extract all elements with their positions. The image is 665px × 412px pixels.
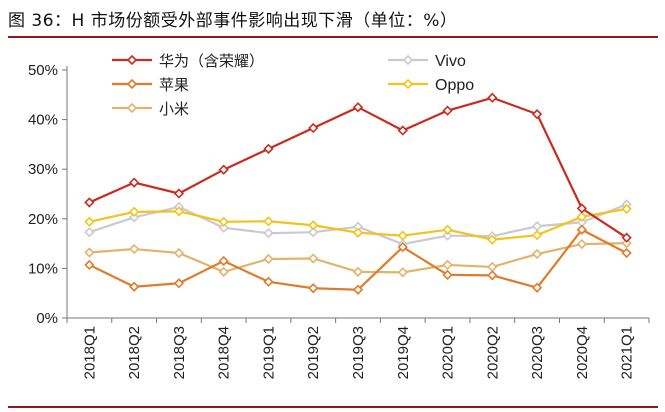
data-point xyxy=(442,105,453,116)
y-tick-label: 30% xyxy=(28,161,58,178)
data-point xyxy=(487,270,498,281)
data-point xyxy=(531,109,543,120)
data-point xyxy=(352,102,364,113)
x-tick-label: 2019Q3 xyxy=(350,326,367,379)
x-tick-label: 2019Q2 xyxy=(305,326,322,379)
data-point xyxy=(397,241,408,253)
x-tick-label: 2018Q1 xyxy=(81,326,98,379)
data-point xyxy=(263,253,274,265)
data-point xyxy=(173,188,185,199)
data-point xyxy=(218,222,229,233)
data-point xyxy=(576,203,587,214)
data-point xyxy=(531,282,543,293)
data-point xyxy=(129,243,140,255)
data-point xyxy=(173,278,185,289)
data-point xyxy=(621,237,632,249)
x-tick-label: 2019Q1 xyxy=(260,326,277,379)
y-tick-label: 50% xyxy=(28,62,58,79)
data-point xyxy=(442,269,453,280)
data-point xyxy=(84,197,95,208)
data-point xyxy=(308,227,319,238)
data-point xyxy=(218,216,229,227)
x-tick-label: 2020Q4 xyxy=(574,326,591,379)
legend-marker xyxy=(126,78,138,90)
data-point xyxy=(129,177,140,188)
chart-title: 图 36：H 市场份额受外部事件影响出现下滑（单位：%） xyxy=(8,11,458,31)
data-point xyxy=(442,230,453,241)
data-point xyxy=(129,206,140,217)
data-point xyxy=(576,211,587,222)
data-point xyxy=(173,206,185,217)
x-tick-label: 2021Q1 xyxy=(619,326,636,379)
data-point xyxy=(487,234,498,245)
legend-label: 小米 xyxy=(159,100,189,118)
x-tick-label: 2019Q4 xyxy=(395,326,412,379)
legend-item: 华为（含荣耀） xyxy=(112,52,264,70)
y-tick-label: 10% xyxy=(28,260,58,277)
data-point xyxy=(263,216,274,227)
data-point xyxy=(397,267,408,278)
data-point xyxy=(621,203,632,215)
legend-label: 苹果 xyxy=(159,76,189,94)
legend-label: 华为（含荣耀） xyxy=(159,52,264,70)
data-point xyxy=(352,266,364,278)
data-point xyxy=(397,230,408,241)
data-point xyxy=(531,221,543,232)
x-tick-label: 2018Q4 xyxy=(216,326,233,379)
series-line xyxy=(88,228,628,291)
data-point xyxy=(442,224,453,235)
x-tick-label: 2020Q1 xyxy=(440,326,457,379)
series-line xyxy=(88,96,628,239)
data-point xyxy=(487,261,498,273)
data-point xyxy=(308,283,319,294)
legend-item: 小米 xyxy=(112,100,189,118)
data-point xyxy=(218,164,229,175)
legend-label: Oppo xyxy=(435,77,474,94)
legend-item: Oppo xyxy=(388,77,474,94)
data-point xyxy=(352,227,364,238)
data-point xyxy=(84,216,95,227)
x-tick-label: 2018Q2 xyxy=(126,326,143,379)
y-tick-label: 0% xyxy=(36,310,58,327)
legend-item: 苹果 xyxy=(112,76,189,94)
data-point xyxy=(576,224,587,235)
data-point xyxy=(129,281,140,292)
data-point xyxy=(531,248,543,260)
y-tick-label: 20% xyxy=(28,211,58,228)
data-point xyxy=(487,92,498,103)
x-tick-label: 2020Q2 xyxy=(484,326,501,379)
legend-marker xyxy=(402,54,414,66)
data-point xyxy=(308,220,319,231)
data-point xyxy=(352,284,364,295)
data-point xyxy=(84,247,95,258)
data-point xyxy=(442,259,453,271)
legend-marker xyxy=(402,78,414,90)
x-tick-label: 2018Q3 xyxy=(171,326,188,379)
x-tick-label: 2020Q3 xyxy=(529,326,546,379)
data-point xyxy=(84,259,95,271)
data-point xyxy=(263,143,274,154)
bottom-divider xyxy=(8,406,658,408)
data-point xyxy=(218,255,229,267)
legend-item: Vivo xyxy=(388,53,466,70)
title-divider xyxy=(8,36,658,38)
data-point xyxy=(308,253,319,264)
data-point xyxy=(218,266,229,278)
legend-marker xyxy=(126,54,138,66)
data-point xyxy=(531,230,543,241)
data-point xyxy=(576,238,587,250)
data-point xyxy=(263,276,274,287)
data-point xyxy=(621,232,632,243)
data-point xyxy=(397,125,408,136)
data-point xyxy=(173,247,185,259)
data-point xyxy=(263,228,274,239)
legend-label: Vivo xyxy=(435,53,466,70)
data-point xyxy=(621,247,632,259)
y-tick-label: 40% xyxy=(28,112,58,129)
data-point xyxy=(308,122,319,134)
data-point xyxy=(84,227,95,238)
legend-marker xyxy=(126,102,138,114)
data-point xyxy=(129,212,140,223)
